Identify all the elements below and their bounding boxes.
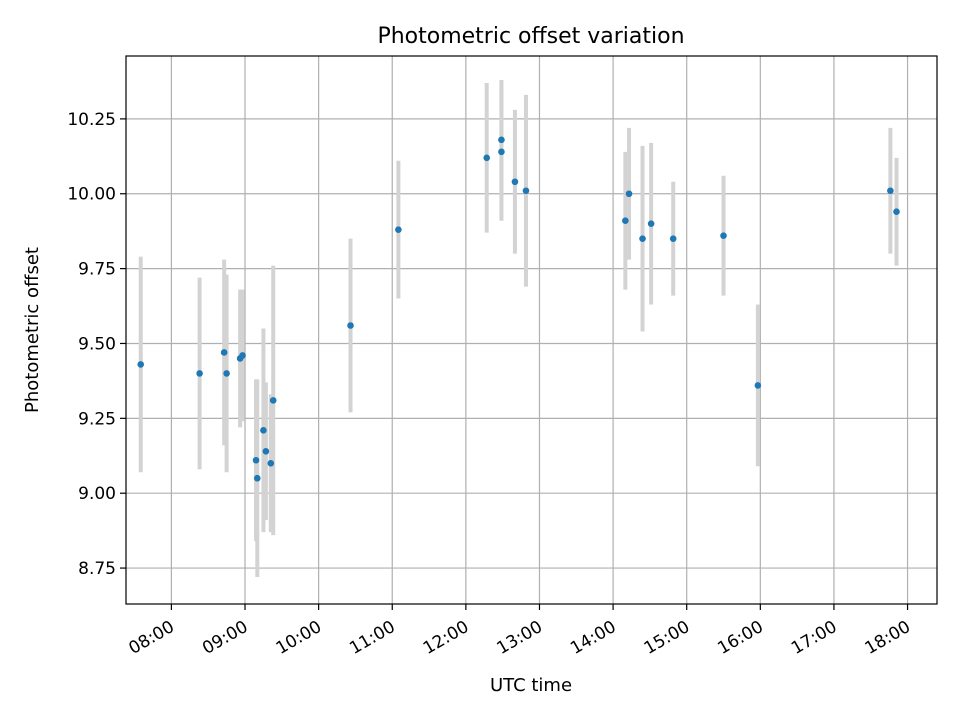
plot-frame: [125, 55, 938, 605]
data-point: [223, 370, 230, 377]
y-tick-label: 9.25: [78, 409, 116, 429]
data-point: [260, 427, 267, 434]
chart-title: Photometric offset variation: [377, 24, 684, 49]
data-point: [262, 447, 270, 455]
data-point: [137, 361, 145, 368]
data-point: [639, 235, 646, 242]
data-point: [622, 217, 629, 224]
data-point: [893, 208, 900, 216]
data-point: [498, 136, 505, 144]
y-tick-label: 10.00: [67, 185, 116, 205]
grid-lines: [126, 56, 937, 604]
data-point: [196, 370, 203, 377]
data-point: [511, 178, 519, 186]
y-tick-label: 9.75: [78, 260, 116, 280]
data-point: [239, 352, 246, 359]
data-point: [483, 154, 491, 162]
data-points: [137, 136, 900, 482]
data-point: [522, 187, 530, 195]
y-tick-label: 8.75: [78, 559, 116, 579]
data-point: [220, 349, 228, 356]
data-point: [887, 187, 894, 195]
data-point: [647, 220, 655, 227]
y-axis-ticks: 8.75 9.00 9.25 9.50 9.75 10.00 10.25: [67, 110, 126, 579]
data-point: [754, 382, 762, 389]
data-point: [253, 474, 261, 482]
y-axis-label: Photometric offset: [22, 247, 43, 413]
data-point: [720, 232, 727, 239]
data-point: [625, 190, 633, 198]
data-point: [498, 148, 505, 156]
data-point: [395, 226, 402, 233]
data-point: [267, 459, 275, 467]
data-point: [269, 397, 277, 404]
y-tick-label: 9.00: [78, 484, 116, 504]
x-axis-label: UTC time: [490, 675, 572, 696]
data-point: [669, 235, 677, 242]
y-tick-label: 9.50: [78, 334, 116, 354]
y-tick-label: 10.25: [67, 110, 116, 130]
data-point: [347, 322, 354, 329]
data-point: [252, 456, 260, 464]
